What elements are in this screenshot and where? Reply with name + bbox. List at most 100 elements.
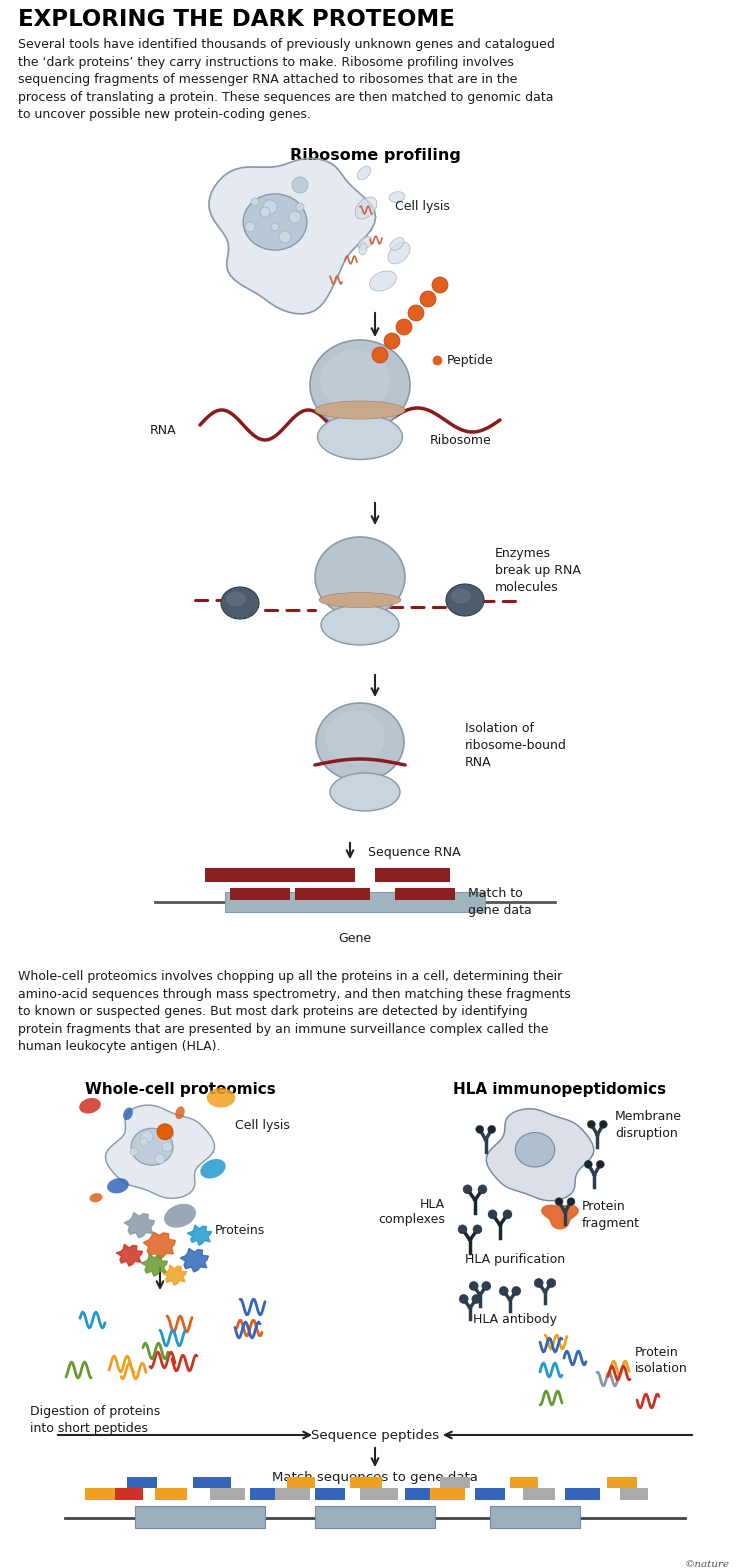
Circle shape [279,230,291,243]
Circle shape [408,306,424,321]
Ellipse shape [330,773,400,811]
Ellipse shape [89,1193,103,1203]
Text: HLA purification: HLA purification [465,1253,565,1267]
Ellipse shape [221,586,259,619]
Ellipse shape [321,605,399,644]
Circle shape [396,318,412,336]
Text: Enzymes
break up RNA
molecules: Enzymes break up RNA molecules [495,547,581,594]
Circle shape [155,1154,165,1163]
FancyBboxPatch shape [475,1488,505,1501]
FancyBboxPatch shape [405,1488,433,1501]
Polygon shape [187,1225,212,1245]
Circle shape [384,332,400,350]
Polygon shape [141,1254,167,1276]
Circle shape [157,1124,173,1140]
Text: Sequence peptides: Sequence peptides [311,1428,439,1441]
Ellipse shape [451,588,471,604]
Ellipse shape [315,401,405,419]
Ellipse shape [390,238,404,251]
Text: HLA antibody: HLA antibody [473,1314,557,1327]
Text: Whole-cell proteomics: Whole-cell proteomics [85,1082,276,1098]
Ellipse shape [315,536,405,616]
Text: Peptide: Peptide [447,353,493,367]
Ellipse shape [123,1107,133,1120]
Polygon shape [162,1265,186,1286]
Text: Match sequences to gene data: Match sequences to gene data [272,1471,478,1485]
Circle shape [141,1131,153,1143]
Ellipse shape [319,593,401,607]
Ellipse shape [325,710,385,764]
Circle shape [292,177,308,193]
Ellipse shape [389,191,405,202]
Text: Isolation of
ribosome-bound
RNA: Isolation of ribosome-bound RNA [465,721,567,768]
FancyBboxPatch shape [115,1488,143,1501]
FancyBboxPatch shape [315,1488,345,1501]
Circle shape [473,1225,482,1234]
Circle shape [420,292,436,307]
FancyBboxPatch shape [210,1488,245,1501]
Ellipse shape [310,340,410,430]
FancyBboxPatch shape [620,1488,648,1501]
Text: Digestion of proteins
into short peptides: Digestion of proteins into short peptide… [30,1405,160,1435]
Circle shape [459,1295,468,1303]
FancyBboxPatch shape [523,1488,555,1501]
FancyBboxPatch shape [360,1488,398,1501]
Ellipse shape [107,1178,129,1193]
FancyBboxPatch shape [225,892,485,913]
Polygon shape [105,1105,215,1198]
FancyBboxPatch shape [287,1477,315,1488]
Ellipse shape [318,414,403,459]
Ellipse shape [355,198,377,220]
Ellipse shape [316,702,404,781]
Circle shape [584,1160,593,1168]
FancyBboxPatch shape [85,1488,120,1501]
Polygon shape [125,1212,155,1237]
Text: Ribosome: Ribosome [430,433,492,447]
Circle shape [140,1138,148,1146]
Ellipse shape [201,1159,225,1179]
Text: Cell lysis: Cell lysis [395,201,450,213]
Text: Ribosome profiling: Ribosome profiling [290,147,460,163]
FancyBboxPatch shape [275,869,355,883]
Text: HLA
complexes: HLA complexes [378,1198,445,1226]
Circle shape [499,1286,508,1295]
Polygon shape [541,1206,578,1229]
Polygon shape [143,1232,175,1259]
Circle shape [475,1126,484,1134]
FancyBboxPatch shape [565,1488,600,1501]
Text: Whole-cell proteomics involves chopping up all the proteins in a cell, determini: Whole-cell proteomics involves chopping … [18,971,571,1054]
Circle shape [432,278,448,293]
Text: Match to
gene data: Match to gene data [468,887,532,917]
Ellipse shape [79,1098,101,1113]
Circle shape [488,1210,497,1218]
FancyBboxPatch shape [440,1477,470,1488]
Text: Cell lysis: Cell lysis [235,1118,290,1132]
Circle shape [166,1131,174,1138]
FancyBboxPatch shape [193,1477,231,1488]
Polygon shape [116,1245,143,1265]
Ellipse shape [320,350,390,409]
Circle shape [251,198,259,205]
FancyBboxPatch shape [490,1505,580,1527]
Text: Several tools have identified thousands of previously unknown genes and catalogu: Several tools have identified thousands … [18,38,555,121]
Circle shape [567,1198,575,1206]
Circle shape [478,1185,487,1193]
Circle shape [458,1225,467,1234]
FancyBboxPatch shape [607,1477,637,1488]
Circle shape [245,223,255,232]
Ellipse shape [357,166,371,180]
Circle shape [596,1160,605,1168]
Circle shape [289,212,301,223]
FancyBboxPatch shape [250,1488,280,1501]
FancyBboxPatch shape [430,1488,465,1501]
FancyBboxPatch shape [395,887,455,900]
Ellipse shape [175,1107,185,1120]
FancyBboxPatch shape [275,1488,310,1501]
Ellipse shape [369,271,397,292]
FancyBboxPatch shape [315,1505,435,1527]
Circle shape [472,1295,481,1303]
Circle shape [482,1281,491,1290]
Polygon shape [180,1248,209,1272]
Circle shape [463,1185,472,1193]
Text: Gene: Gene [339,931,372,946]
